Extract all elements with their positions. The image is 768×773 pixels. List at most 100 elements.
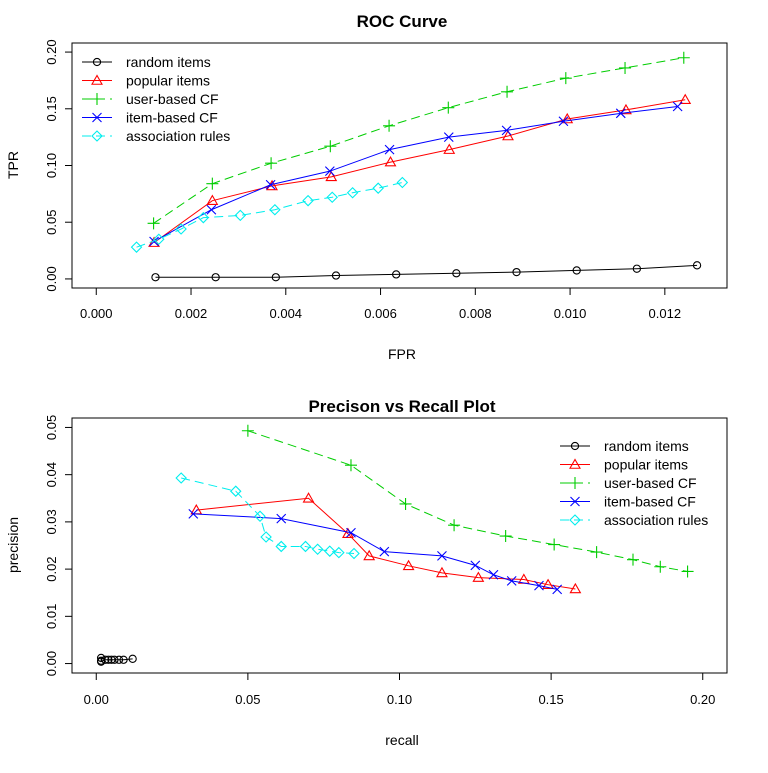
data-point [188, 508, 199, 519]
data-point [271, 273, 280, 282]
data-point [299, 540, 312, 553]
series-popular-items [148, 93, 692, 247]
legend-label: popular items [604, 457, 688, 473]
data-point [501, 85, 514, 98]
y-tick-label: 0.04 [44, 462, 59, 487]
series-line [193, 513, 558, 590]
data-point [399, 497, 412, 510]
x-tick-label: 0.004 [270, 306, 303, 321]
data-point [626, 553, 639, 566]
data-point [561, 112, 574, 124]
x-tick-label: 0.012 [649, 306, 682, 321]
series-line [136, 182, 403, 248]
series-random-items [96, 653, 137, 666]
data-point [615, 108, 626, 119]
legend-label: user-based CF [604, 475, 697, 491]
data-point [569, 582, 582, 594]
x-tick-label: 0.20 [690, 692, 715, 707]
data-point [104, 655, 113, 664]
data-point [265, 157, 278, 170]
data-point [276, 513, 287, 524]
data-point [346, 186, 359, 199]
data-point [392, 270, 401, 279]
data-point [437, 551, 447, 561]
data-point [383, 119, 396, 132]
x-tick-label: 0.00 [84, 692, 109, 707]
data-point [499, 530, 512, 543]
data-point [620, 103, 632, 115]
series-association-rules [175, 472, 360, 560]
precision-recall-panel: Precison vs Recall Plot recall precision 0.… [5, 397, 728, 748]
data-point [452, 269, 461, 278]
series-random-items [151, 261, 702, 282]
data-point [260, 531, 272, 543]
legend-marker [569, 458, 581, 469]
data-point [472, 571, 485, 582]
data-point [241, 424, 254, 437]
x-tick-label: 0.10 [387, 692, 412, 707]
data-point [326, 191, 338, 204]
data-point [206, 204, 217, 215]
legend-marker [570, 496, 580, 507]
data-point [363, 549, 376, 561]
data-point [229, 485, 242, 497]
data-point [548, 538, 561, 551]
legend-marker [92, 112, 102, 123]
legend-label: association rules [126, 128, 230, 144]
data-point [542, 578, 555, 589]
legend-label: item-based CF [126, 110, 218, 126]
data-point [324, 140, 337, 153]
data-point [153, 233, 165, 246]
data-point [348, 547, 360, 560]
data-point [346, 527, 356, 538]
series-line [155, 264, 698, 278]
data-point [443, 132, 454, 143]
series-line [153, 57, 684, 224]
legend-marker [92, 57, 102, 67]
data-point [502, 129, 514, 141]
data-point [311, 543, 324, 556]
y-tick-label: 0.02 [44, 556, 59, 581]
legend-label: item-based CF [604, 494, 696, 510]
legend: random items popular items user-based CF it… [82, 54, 230, 144]
roc-curve-panel: ROC Curve FPR TPR 0.000 0.002 0.004 0.006 0.008… [5, 12, 728, 362]
legend-marker [569, 514, 581, 526]
data-point [302, 194, 314, 207]
series-item-based-cf [188, 508, 563, 595]
data-point [175, 223, 187, 235]
data-point [344, 459, 357, 472]
data-point [147, 217, 160, 230]
data-point [175, 472, 187, 484]
data-point [333, 546, 345, 559]
data-point [534, 580, 544, 591]
y-tick-label: 0.03 [44, 509, 59, 534]
x-tick-label: 0.000 [80, 306, 113, 321]
data-point [590, 546, 603, 559]
x-tick-label: 0.008 [459, 306, 492, 321]
data-point [470, 560, 481, 571]
data-point [396, 176, 409, 189]
x-tick-label: 0.006 [364, 306, 397, 321]
series-line [196, 497, 576, 590]
legend-marker [570, 441, 580, 451]
data-point [206, 177, 219, 190]
legend-label: random items [126, 54, 211, 70]
data-point [265, 179, 276, 190]
data-point [325, 170, 338, 182]
data-point [151, 273, 160, 282]
data-point [323, 545, 336, 557]
data-point [384, 155, 397, 167]
series-popular-items [190, 492, 582, 594]
data-point [275, 540, 288, 553]
data-point [372, 182, 384, 194]
legend-marker [91, 130, 103, 142]
legend-label: random items [604, 438, 689, 454]
data-point [402, 559, 415, 571]
legend-label: popular items [126, 73, 210, 89]
data-point [559, 72, 572, 85]
series-user-based-cf [241, 424, 694, 578]
data-point [302, 492, 315, 503]
data-point [211, 273, 220, 282]
